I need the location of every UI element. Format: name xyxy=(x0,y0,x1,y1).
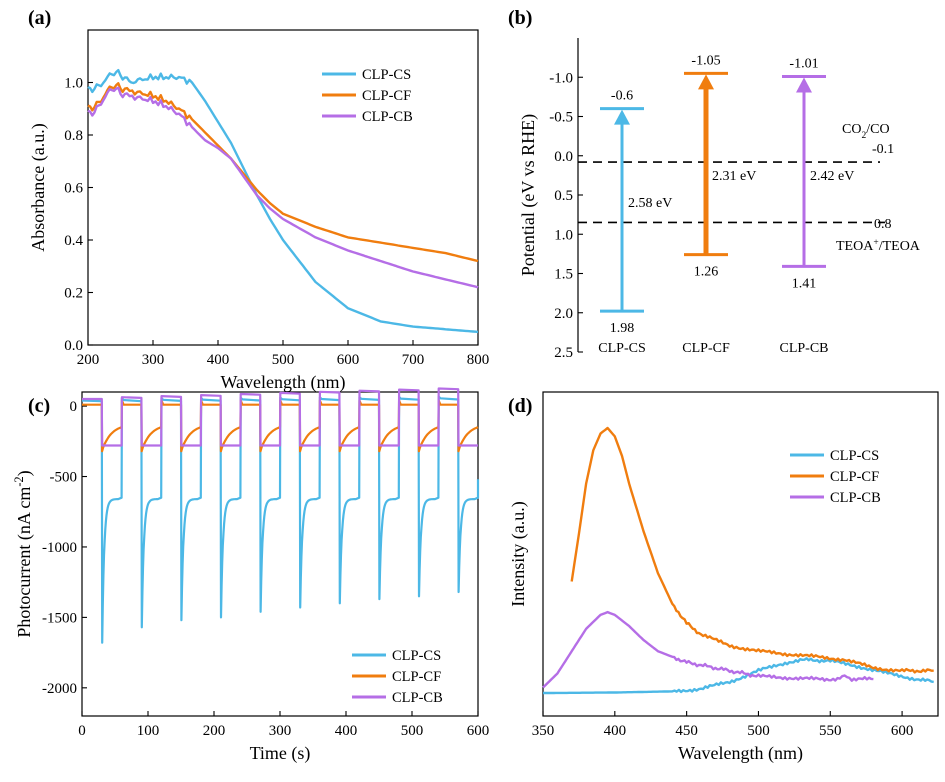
co2-co-label: CO2/CO xyxy=(842,122,890,141)
x-tick-label: 400 xyxy=(604,723,627,739)
gap-value-label: 2.42 eV xyxy=(810,169,854,184)
plot-frame xyxy=(542,391,939,717)
x-tick-label: 100 xyxy=(137,723,160,739)
y-axis-label: Photocurrent (nA cm-2) xyxy=(12,470,35,637)
legend-label: CLP-CS xyxy=(830,448,879,464)
legend-label: CLP-CF xyxy=(392,669,441,685)
legend-label: CLP-CB xyxy=(362,109,413,125)
sample-label: CLP-CF xyxy=(682,341,730,356)
gap-value-label: 2.58 eV xyxy=(628,196,672,211)
x-tick-label: 500 xyxy=(401,723,424,739)
y-tick-label: 0.0 xyxy=(64,338,83,354)
x-tick-label: 350 xyxy=(532,723,555,739)
series-CLP-CF xyxy=(87,82,479,263)
y-tick-label: 2.0 xyxy=(554,306,573,322)
y-tick-label: 1.0 xyxy=(64,76,83,92)
legend-label: CLP-CS xyxy=(362,67,411,83)
panel-b: (b) -1.0 -0.5 0.0 0.5 1.0 1.5 2.0 2.5 Potential (… xyxy=(508,7,921,361)
series-CLP-CS xyxy=(81,395,480,644)
plot-frame xyxy=(87,29,479,346)
series-CLP-CF xyxy=(570,426,934,674)
vb-value-label: 1.26 xyxy=(694,265,719,280)
y-tick-label: -1000 xyxy=(42,540,77,556)
vb-value-label: 1.98 xyxy=(610,321,635,336)
panel-label: (a) xyxy=(28,7,51,29)
y-tick-label: 0.4 xyxy=(64,233,83,249)
series-CLP-CB xyxy=(87,86,479,289)
x-tick-label: 600 xyxy=(467,723,490,739)
x-tick-label: 800 xyxy=(467,352,490,368)
y-tick-label: 0 xyxy=(70,399,78,415)
teoa-value-label: 0.8 xyxy=(874,217,892,232)
y-tick-label: 0.8 xyxy=(64,128,83,144)
panel-d: (d) 350 400 450 500 550 600 Wavelength (nm) Inte… xyxy=(508,391,939,764)
series-CLP-CB xyxy=(82,387,478,447)
x-axis-label: Time (s) xyxy=(250,743,311,764)
co2-value-label: -0.1 xyxy=(872,142,894,157)
gap-value-label: 2.31 eV xyxy=(712,169,756,184)
y-tick-label: -2000 xyxy=(42,681,77,697)
y-tick-label: -0.5 xyxy=(549,110,573,126)
legend-label: CLP-CF xyxy=(830,469,879,485)
x-tick-label: 700 xyxy=(402,352,425,368)
x-tick-label: 300 xyxy=(269,723,292,739)
x-axis-label: Wavelength (nm) xyxy=(678,743,803,764)
gap-arrow-head-CLP-CF xyxy=(698,74,714,90)
gap-arrow-head-CLP-CB xyxy=(796,77,812,93)
panel-label: (c) xyxy=(28,395,50,417)
y-tick-label: 1.0 xyxy=(554,227,573,243)
x-tick-label: 600 xyxy=(891,723,914,739)
y-tick-label: 0.2 xyxy=(64,286,83,302)
x-tick-label: 400 xyxy=(335,723,358,739)
y-tick-label: 0.5 xyxy=(554,188,573,204)
x-tick-label: 500 xyxy=(272,352,295,368)
panel-c: (c) 0 100 200 300 400 500 600 0 -500 -1000 -1500 -20… xyxy=(12,387,490,764)
y-tick-label: 1.5 xyxy=(554,267,573,283)
y-tick-label: 0.6 xyxy=(64,181,83,197)
x-tick-label: 550 xyxy=(819,723,842,739)
cb-value-label: -1.05 xyxy=(691,53,720,68)
y-tick-label: -1500 xyxy=(42,610,77,626)
teoa-label: TEOA+/TEOA xyxy=(836,238,921,254)
legend-label: CLP-CS xyxy=(392,648,441,664)
panel-label: (b) xyxy=(508,7,532,29)
y-tick-label: -500 xyxy=(50,470,78,486)
x-tick-label: 400 xyxy=(207,352,230,368)
legend-label: CLP-CF xyxy=(362,88,411,104)
gap-arrow-head-CLP-CS xyxy=(614,109,630,125)
sample-label: CLP-CS xyxy=(598,341,645,356)
series-CLP-CB xyxy=(542,610,874,689)
series-CLP-CS xyxy=(543,657,934,695)
sample-label: CLP-CB xyxy=(779,341,828,356)
x-tick-label: 450 xyxy=(675,723,698,739)
y-axis-label: Potential (eV vs RHE) xyxy=(518,114,539,276)
x-tick-label: 0 xyxy=(78,723,86,739)
x-tick-label: 500 xyxy=(747,723,770,739)
vb-value-label: 1.41 xyxy=(792,276,817,291)
y-axis-label: Absorbance (a.u.) xyxy=(28,123,49,251)
x-axis-label: Wavelength (nm) xyxy=(220,372,345,393)
x-tick-label: 300 xyxy=(142,352,165,368)
y-axis-label: Intensity (a.u.) xyxy=(508,501,529,606)
y-tick-label: 2.5 xyxy=(554,345,573,361)
x-tick-label: 200 xyxy=(203,723,226,739)
panel-a: (a) 200 300 400 500 600 700 800 0.0 0.2 0.4 0.6 0.8 1… xyxy=(28,7,489,393)
y-tick-label: 0.0 xyxy=(554,149,573,165)
legend-label: CLP-CB xyxy=(392,690,443,706)
series-CLP-CS xyxy=(87,68,479,334)
legend-label: CLP-CB xyxy=(830,490,881,506)
x-tick-label: 200 xyxy=(77,352,100,368)
panel-label: (d) xyxy=(508,395,532,417)
y-tick-label: -1.0 xyxy=(549,70,573,86)
cb-value-label: -0.6 xyxy=(611,89,633,104)
x-tick-label: 600 xyxy=(337,352,360,368)
cb-value-label: -1.01 xyxy=(789,56,818,71)
